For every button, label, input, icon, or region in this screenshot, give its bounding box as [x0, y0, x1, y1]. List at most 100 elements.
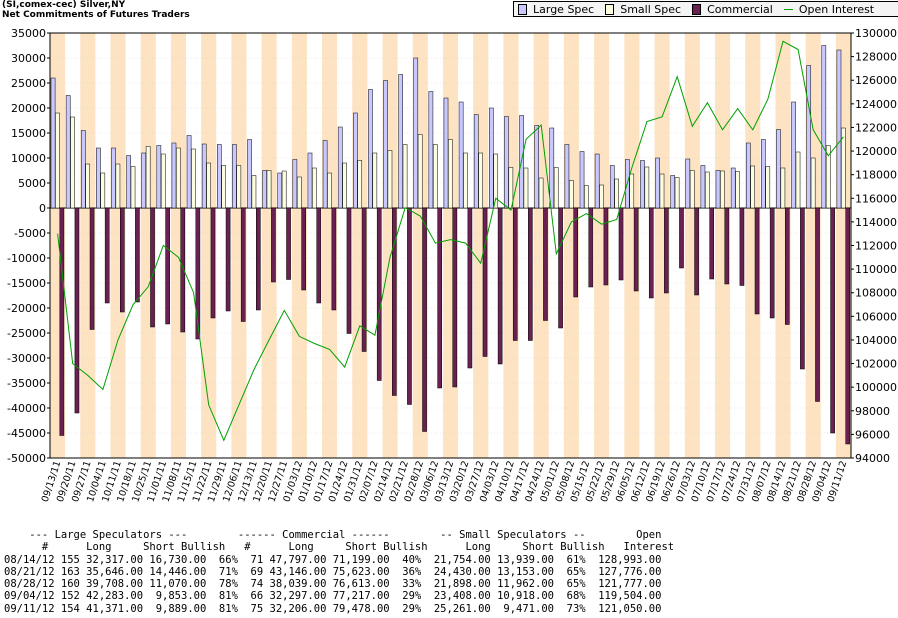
legend-label-large-spec: Large Spec [533, 2, 595, 16]
bar-large-spec [65, 95, 71, 209]
bar-large-spec [489, 107, 494, 209]
bar-commercial [301, 207, 306, 291]
bar-commercial [437, 207, 442, 389]
table-row-text: 08/14/12 155 32,317.00 16,730.00 66% 71 … [4, 553, 662, 566]
bar-small-spec [206, 162, 211, 209]
bar-small-spec [176, 147, 181, 209]
y-right-tick-label: 98000 [855, 405, 890, 418]
y-left-tick-label: -50000 [7, 452, 46, 465]
chart-title: (SI,comex-cec) Silver,NY Net Commitments… [2, 0, 190, 20]
legend-swatch-commercial [692, 3, 702, 15]
y-right-tick-label: 102000 [855, 358, 897, 371]
bar-large-spec [322, 140, 328, 209]
legend-swatch-large-spec [518, 3, 527, 15]
bar-commercial [845, 207, 851, 445]
plot-band [170, 33, 187, 458]
bar-commercial [271, 207, 276, 283]
bar-small-spec [55, 112, 60, 209]
cot-table: --- Large Speculators --- ------ Commerc… [4, 529, 674, 615]
bar-commercial [664, 207, 669, 294]
table-header-2: # Long Short Bullish # Long Short Bullis… [4, 541, 675, 554]
bar-commercial [709, 207, 715, 280]
bar-large-spec [96, 147, 101, 209]
bar-commercial [633, 207, 639, 292]
bar-large-spec [171, 142, 177, 209]
bar-commercial [452, 207, 458, 388]
bar-large-spec [806, 65, 812, 209]
bar-large-spec [111, 147, 116, 209]
bar-large-spec [458, 101, 464, 209]
bar-commercial [573, 207, 578, 298]
bar-commercial [376, 207, 382, 381]
bar-large-spec [232, 144, 237, 209]
plot-band [654, 33, 670, 458]
bar-commercial [528, 207, 533, 341]
bar-commercial [135, 207, 140, 303]
y-right-tick-label: 110000 [855, 263, 897, 276]
bar-small-spec [145, 146, 151, 209]
bar-small-spec [387, 150, 393, 209]
bar-small-spec [705, 171, 710, 209]
bar-commercial [497, 207, 503, 365]
plot-band [594, 33, 610, 458]
bar-small-spec [100, 172, 106, 209]
table-row-text: 08/21/12 163 35,646.00 14,446.00 71% 69 … [4, 565, 662, 578]
bar-small-spec [281, 170, 287, 209]
bar-commercial [346, 207, 352, 334]
plot-band [745, 33, 761, 458]
y-left-tick-label: 10000 [11, 152, 46, 165]
y-right-tick-label: 118000 [855, 169, 897, 182]
bar-commercial [558, 207, 563, 329]
bar-small-spec [825, 145, 831, 209]
bar-commercial [165, 207, 170, 325]
bar-large-spec [50, 77, 56, 209]
bar-commercial [603, 207, 609, 286]
bar-small-spec [538, 177, 544, 209]
bar-commercial [694, 207, 699, 296]
bar-large-spec [776, 129, 781, 209]
bar-small-spec [735, 171, 740, 209]
bar-small-spec [674, 177, 680, 209]
bar-commercial [150, 207, 155, 328]
y-left-tick-label: 35000 [11, 27, 46, 40]
bar-large-spec [141, 152, 147, 209]
bar-large-spec [534, 125, 539, 209]
bar-small-spec [523, 167, 529, 209]
bar-commercial [830, 207, 835, 434]
bar-commercial [104, 207, 110, 304]
bar-small-spec [614, 178, 619, 209]
bar-commercial [482, 207, 488, 357]
y-right-tick-label: 106000 [855, 310, 897, 323]
bar-small-spec [251, 175, 257, 209]
bar-commercial [467, 207, 473, 369]
bar-commercial [74, 207, 80, 414]
cot-chart: 35000 30000 25000 20000 15000 10000 5000 0 -5000… [7, 27, 897, 504]
bar-commercial [195, 207, 201, 340]
bar-commercial [120, 207, 125, 313]
bar-commercial [422, 207, 427, 432]
bar-commercial [89, 207, 95, 330]
legend-item-open-interest: Open Interest [783, 3, 874, 16]
bar-commercial [331, 207, 337, 311]
bar-large-spec [262, 170, 267, 209]
bar-commercial [210, 207, 216, 319]
y-right-tick-label: 126000 [855, 74, 897, 87]
y-left-tick-label: 5000 [18, 177, 46, 190]
bar-large-spec [504, 116, 509, 209]
bar-large-spec [549, 127, 555, 209]
table-row: 08/28/12 160 39,708.00 11,070.00 78% 74 … [4, 578, 674, 590]
bar-large-spec [307, 152, 313, 209]
y-right-tick-label: 96000 [855, 428, 890, 441]
bar-commercial [256, 207, 261, 311]
bar-commercial [754, 207, 760, 315]
bar-large-spec [156, 145, 162, 209]
bar-large-spec [292, 159, 298, 209]
bar-commercial [361, 207, 367, 352]
y-right-tick-label: 114000 [855, 216, 897, 229]
bar-large-spec [443, 97, 449, 209]
bar-large-spec [353, 112, 358, 209]
bar-small-spec [236, 165, 242, 209]
legend-label-small-spec: Small Spec [620, 2, 682, 16]
legend-item-large-spec: Large Spec [518, 3, 594, 16]
y-right-tick-label: 122000 [855, 121, 897, 134]
